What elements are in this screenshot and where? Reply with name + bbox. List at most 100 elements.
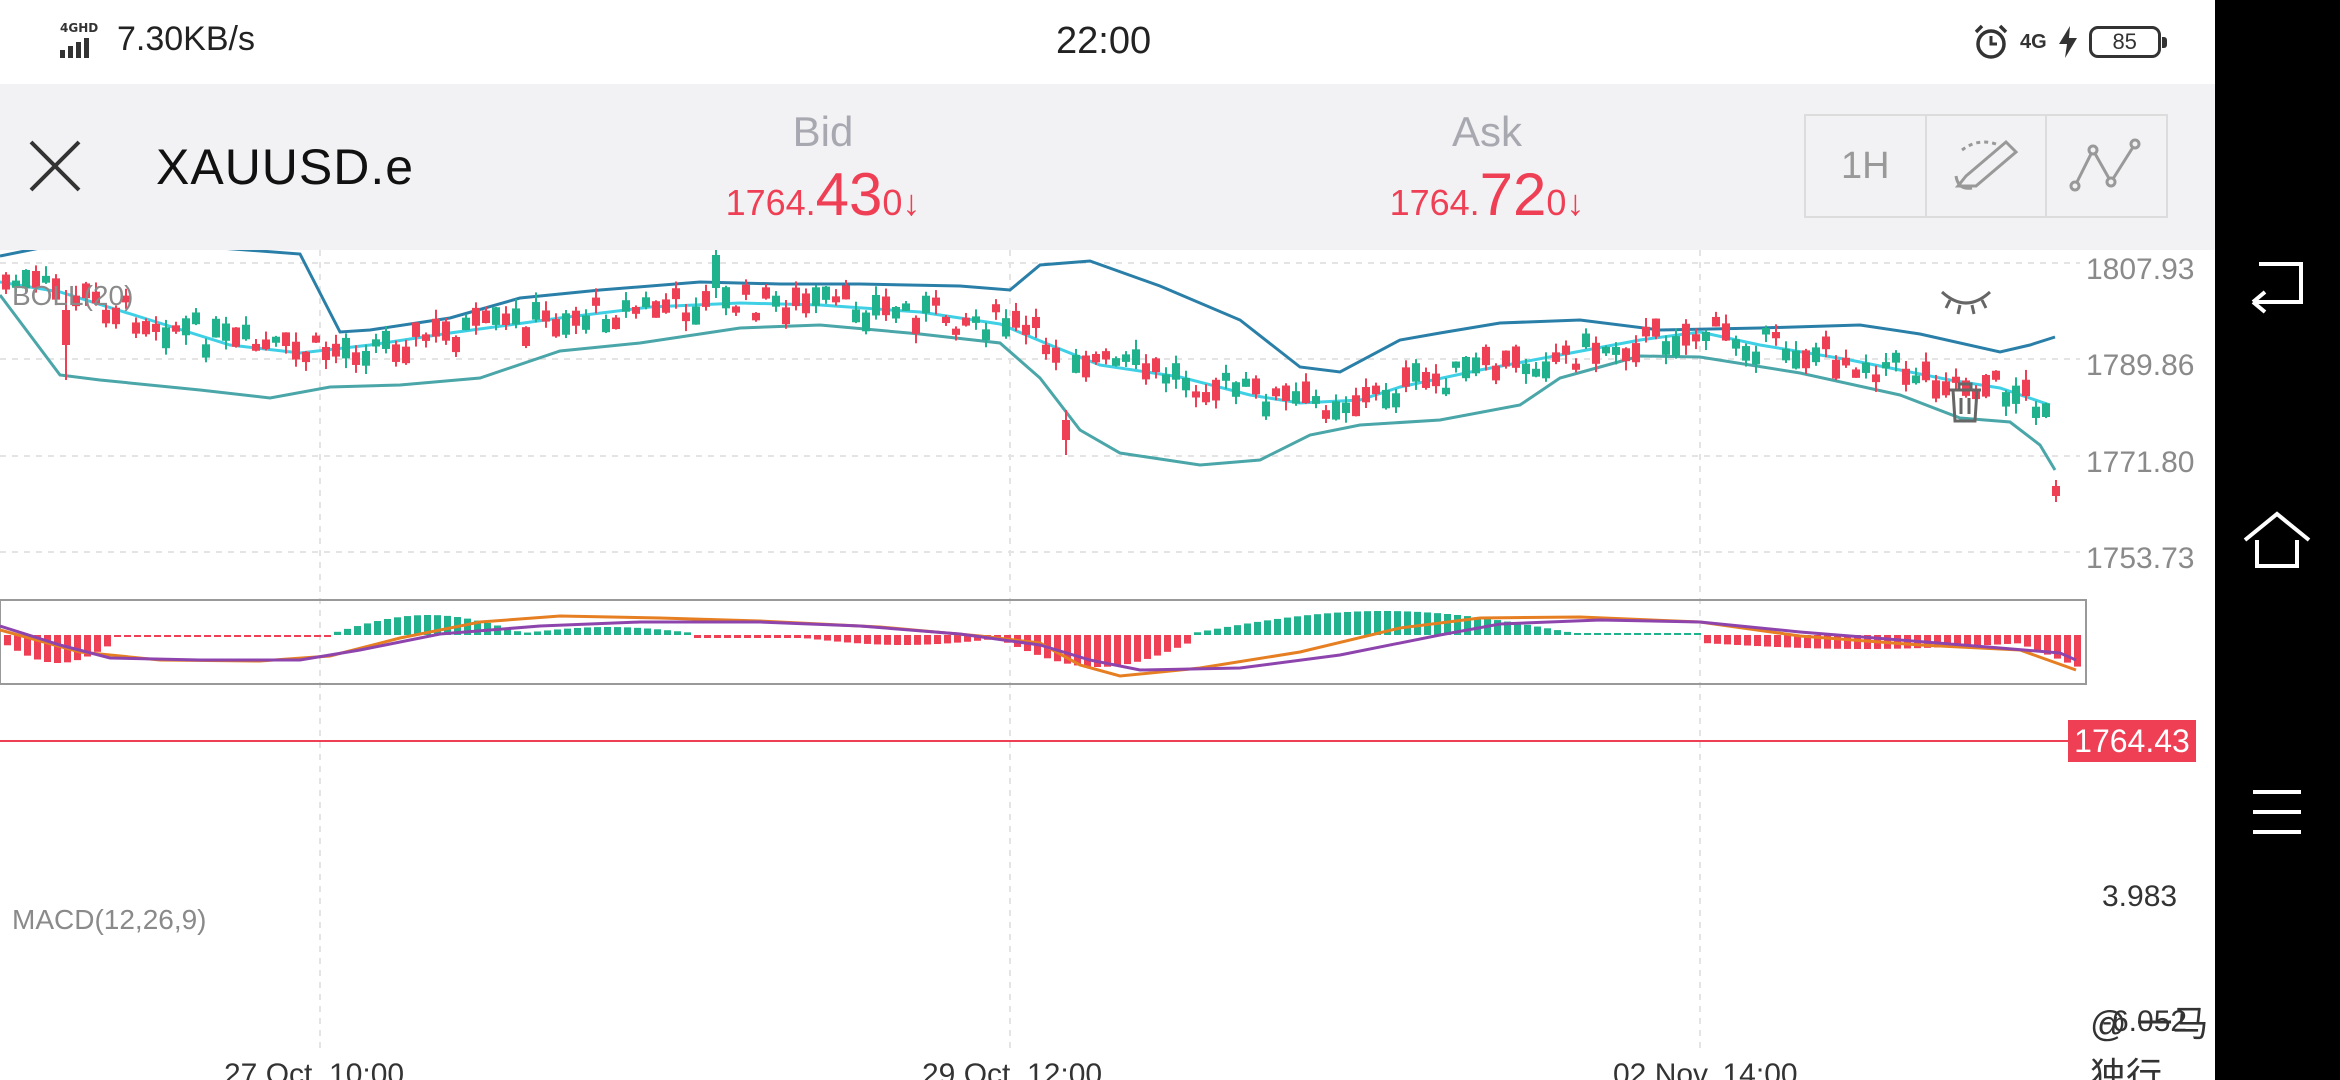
- macd-histogram-bar: [1494, 620, 1501, 635]
- macd-histogram-bar: [1764, 635, 1771, 647]
- candle-body: [1732, 339, 1740, 349]
- candle-body: [932, 297, 940, 306]
- macd-histogram-bar: [554, 629, 561, 635]
- candle-body: [1622, 348, 1630, 362]
- macd-histogram-bar: [1464, 616, 1471, 635]
- price-tick: 1807.93: [2086, 253, 2195, 286]
- macd-histogram-bar: [364, 623, 371, 635]
- candle-body: [1192, 391, 1200, 398]
- macd-histogram-bar: [2004, 635, 2011, 644]
- macd-histogram-bar: [374, 621, 381, 635]
- candle-body: [102, 309, 110, 324]
- close-button[interactable]: [0, 84, 112, 250]
- macd-histogram-bar: [1254, 621, 1261, 635]
- svg-text:4GHD: 4GHD: [60, 21, 98, 35]
- candle-body: [1822, 336, 1830, 350]
- candle-body: [1712, 316, 1720, 327]
- macd-histogram-bar: [964, 635, 971, 642]
- macd-histogram-bar: [1134, 635, 1141, 662]
- macd-histogram-bar: [1074, 635, 1081, 666]
- macd-histogram-bar: [94, 635, 101, 652]
- candle-body: [1202, 392, 1210, 403]
- candle-body: [1782, 348, 1790, 361]
- back-button[interactable]: [2235, 242, 2319, 326]
- indicator-button[interactable]: [2047, 116, 2166, 216]
- candle-body: [72, 295, 80, 307]
- candle-body: [1722, 323, 1730, 341]
- candle-body: [1802, 350, 1810, 369]
- macd-histogram-bar: [584, 627, 591, 635]
- candle-body: [1112, 358, 1120, 366]
- macd-histogram-bar: [1504, 621, 1511, 635]
- macd-histogram-bar: [1474, 617, 1481, 635]
- candle-body: [1882, 362, 1890, 369]
- system-navbar: [2215, 0, 2340, 1080]
- macd-histogram-bar: [1324, 613, 1331, 635]
- bid-price-tail: 0: [882, 182, 903, 223]
- indicator-label[interactable]: BOLL(20): [12, 280, 134, 311]
- macd-histogram-bar: [1854, 635, 1861, 649]
- macd-histogram-bar: [924, 635, 931, 645]
- candle-body: [942, 316, 950, 323]
- signal-icon: 4GHD: [60, 21, 98, 58]
- macd-histogram-bar: [1244, 623, 1251, 635]
- macd-line: [0, 618, 2077, 672]
- candle-body: [482, 310, 490, 324]
- macd-histogram-bar: [2044, 635, 2051, 655]
- menu-button[interactable]: [2235, 770, 2319, 854]
- macd-histogram-bar: [184, 635, 191, 637]
- candle-body: [112, 307, 120, 325]
- macd-histogram-bar: [854, 635, 861, 644]
- home-button[interactable]: [2235, 500, 2319, 584]
- macd-histogram-bar: [734, 635, 741, 638]
- macd-histogram-bar: [824, 635, 831, 641]
- draw-tool-button[interactable]: [1927, 116, 2048, 216]
- macd-histogram-bar: [544, 630, 551, 635]
- candle-body: [502, 313, 510, 326]
- candle-body: [1902, 368, 1910, 385]
- ask-quote[interactable]: Ask 1764.720↓: [1327, 108, 1647, 229]
- timeframe-button[interactable]: 1H: [1806, 116, 1927, 216]
- macd-histogram-bar: [24, 635, 31, 656]
- candle-body: [1252, 378, 1260, 395]
- macd-histogram-bar: [884, 635, 891, 645]
- chart-area[interactable]: BOLL(20) 1807.93 1789.86 1771.80 1753.73…: [0, 250, 2215, 1080]
- macd-histogram-bar: [1054, 635, 1061, 662]
- bid-down-arrow-icon: ↓: [902, 182, 921, 223]
- macd-histogram-bar: [474, 620, 481, 635]
- macd-histogram-bar: [1644, 633, 1651, 635]
- macd-histogram-bar: [354, 626, 361, 635]
- candle-body: [1752, 351, 1760, 365]
- macd-histogram-bar: [1994, 635, 2001, 645]
- candle-body: [1002, 318, 1010, 337]
- macd-histogram-bar: [1654, 633, 1661, 635]
- candle-body: [772, 295, 780, 307]
- candle-body: [1652, 318, 1660, 337]
- lower-band-line: [0, 294, 2057, 471]
- alarm-icon: [1974, 24, 2008, 59]
- macd-histogram-bar: [1224, 626, 1231, 635]
- clock: 22:00: [1056, 20, 1152, 62]
- price-chart[interactable]: [0, 250, 2215, 1080]
- candle-body: [1162, 374, 1170, 384]
- macd-histogram-bar: [714, 635, 721, 638]
- macd-histogram-bar: [1754, 635, 1761, 647]
- bid-quote[interactable]: Bid 1764.430↓: [663, 108, 983, 229]
- macd-histogram-bar: [804, 635, 811, 639]
- candle-body: [1362, 387, 1370, 403]
- macd-histogram-bar: [114, 635, 121, 637]
- macd-histogram-bar: [1704, 635, 1711, 644]
- eye-hide-icon[interactable]: [1938, 280, 1994, 320]
- candle-body: [1052, 347, 1060, 363]
- trash-icon[interactable]: [1946, 380, 1984, 424]
- macd-pane-frame: [0, 599, 2087, 685]
- macd-histogram-bar: [1584, 633, 1591, 635]
- candle-body: [352, 352, 360, 365]
- macd-label[interactable]: MACD(12,26,9): [12, 904, 207, 935]
- macd-histogram-bar: [1974, 635, 1981, 646]
- candle-body: [2002, 392, 2010, 407]
- candle-body: [972, 316, 980, 323]
- macd-histogram-bar: [1744, 635, 1751, 646]
- candle-body: [842, 285, 850, 300]
- macd-histogram-bar: [424, 615, 431, 635]
